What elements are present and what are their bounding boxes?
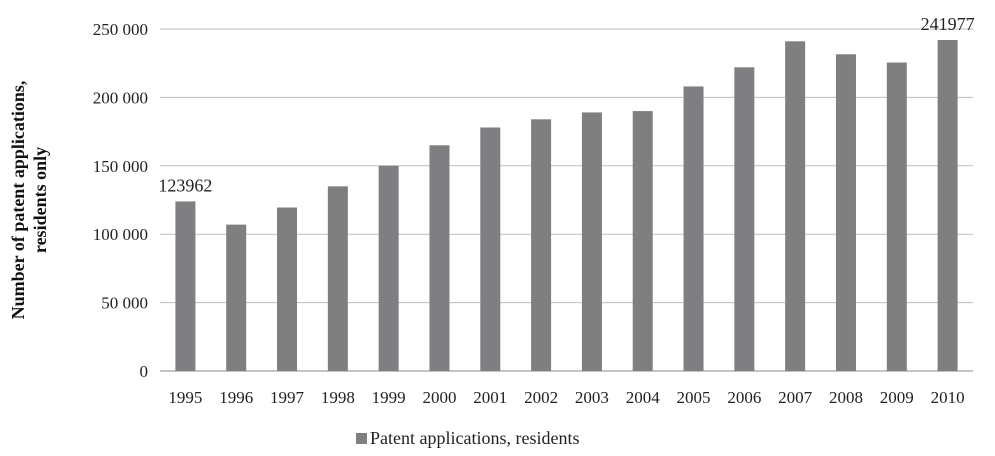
data-label-1995: 123962 [158,175,212,195]
legend-label: Patent applications, residents [370,428,579,448]
x-tick-label: 2006 [727,388,761,407]
bar-2006 [734,67,755,371]
bar-1997 [277,207,298,371]
x-tick-label: 1996 [219,388,253,407]
x-tick-label: 1999 [372,388,406,407]
legend: Patent applications, residents [356,428,579,448]
bar-2002 [531,119,552,372]
bar-2007 [785,41,806,371]
y-axis-title-line-1: Number of patent applications, [8,81,28,320]
bar-2001 [480,127,501,371]
bar-2005 [683,86,704,372]
y-tick-label: 100 000 [93,225,148,244]
bar-1999 [378,165,399,371]
bar-2004 [632,111,653,371]
x-tick-label: 2009 [880,388,914,407]
x-tick-label: 1995 [168,388,202,407]
bar-1998 [327,186,348,371]
y-tick-label: 250 000 [93,20,148,39]
x-tick-label: 2008 [829,388,863,407]
y-tick-label: 50 000 [101,294,148,313]
x-tick-label: 2005 [677,388,711,407]
bar-2008 [835,54,856,372]
x-tick-label: 2003 [575,388,609,407]
bar-2000 [429,145,450,371]
x-tick-label: 2004 [626,388,661,407]
bar-2010 [937,39,958,371]
x-tick-label: 2007 [778,388,813,407]
bars [175,39,958,372]
bar-2009 [886,62,907,372]
x-tick-label: 1997 [270,388,305,407]
x-tick-label: 2001 [473,388,507,407]
x-tick-labels: 1995 1996 1997 1998 1999 2000 2001 2002 2003 2004… [168,388,964,407]
legend-swatch [356,433,367,444]
bar-1995 [175,201,196,371]
data-labels: 123962 241977 [158,14,974,195]
x-tick-label: 2010 [931,388,965,407]
y-tick-labels: 0 50 000 100 000 150 000 200 000 250 000 [93,20,148,381]
data-label-2010: 241977 [921,14,975,34]
x-tick-label: 2000 [422,388,456,407]
x-tick-label: 1998 [321,388,355,407]
y-tick-label: 200 000 [93,88,148,107]
bar-1996 [226,224,247,371]
x-tick-label: 2002 [524,388,558,407]
y-tick-label: 0 [140,362,149,381]
bar-2003 [581,112,602,371]
y-axis-title-line-2: residents only [30,147,50,253]
y-axis-title: Number of patent applications, residents … [8,81,50,320]
y-tick-label: 150 000 [93,157,148,176]
